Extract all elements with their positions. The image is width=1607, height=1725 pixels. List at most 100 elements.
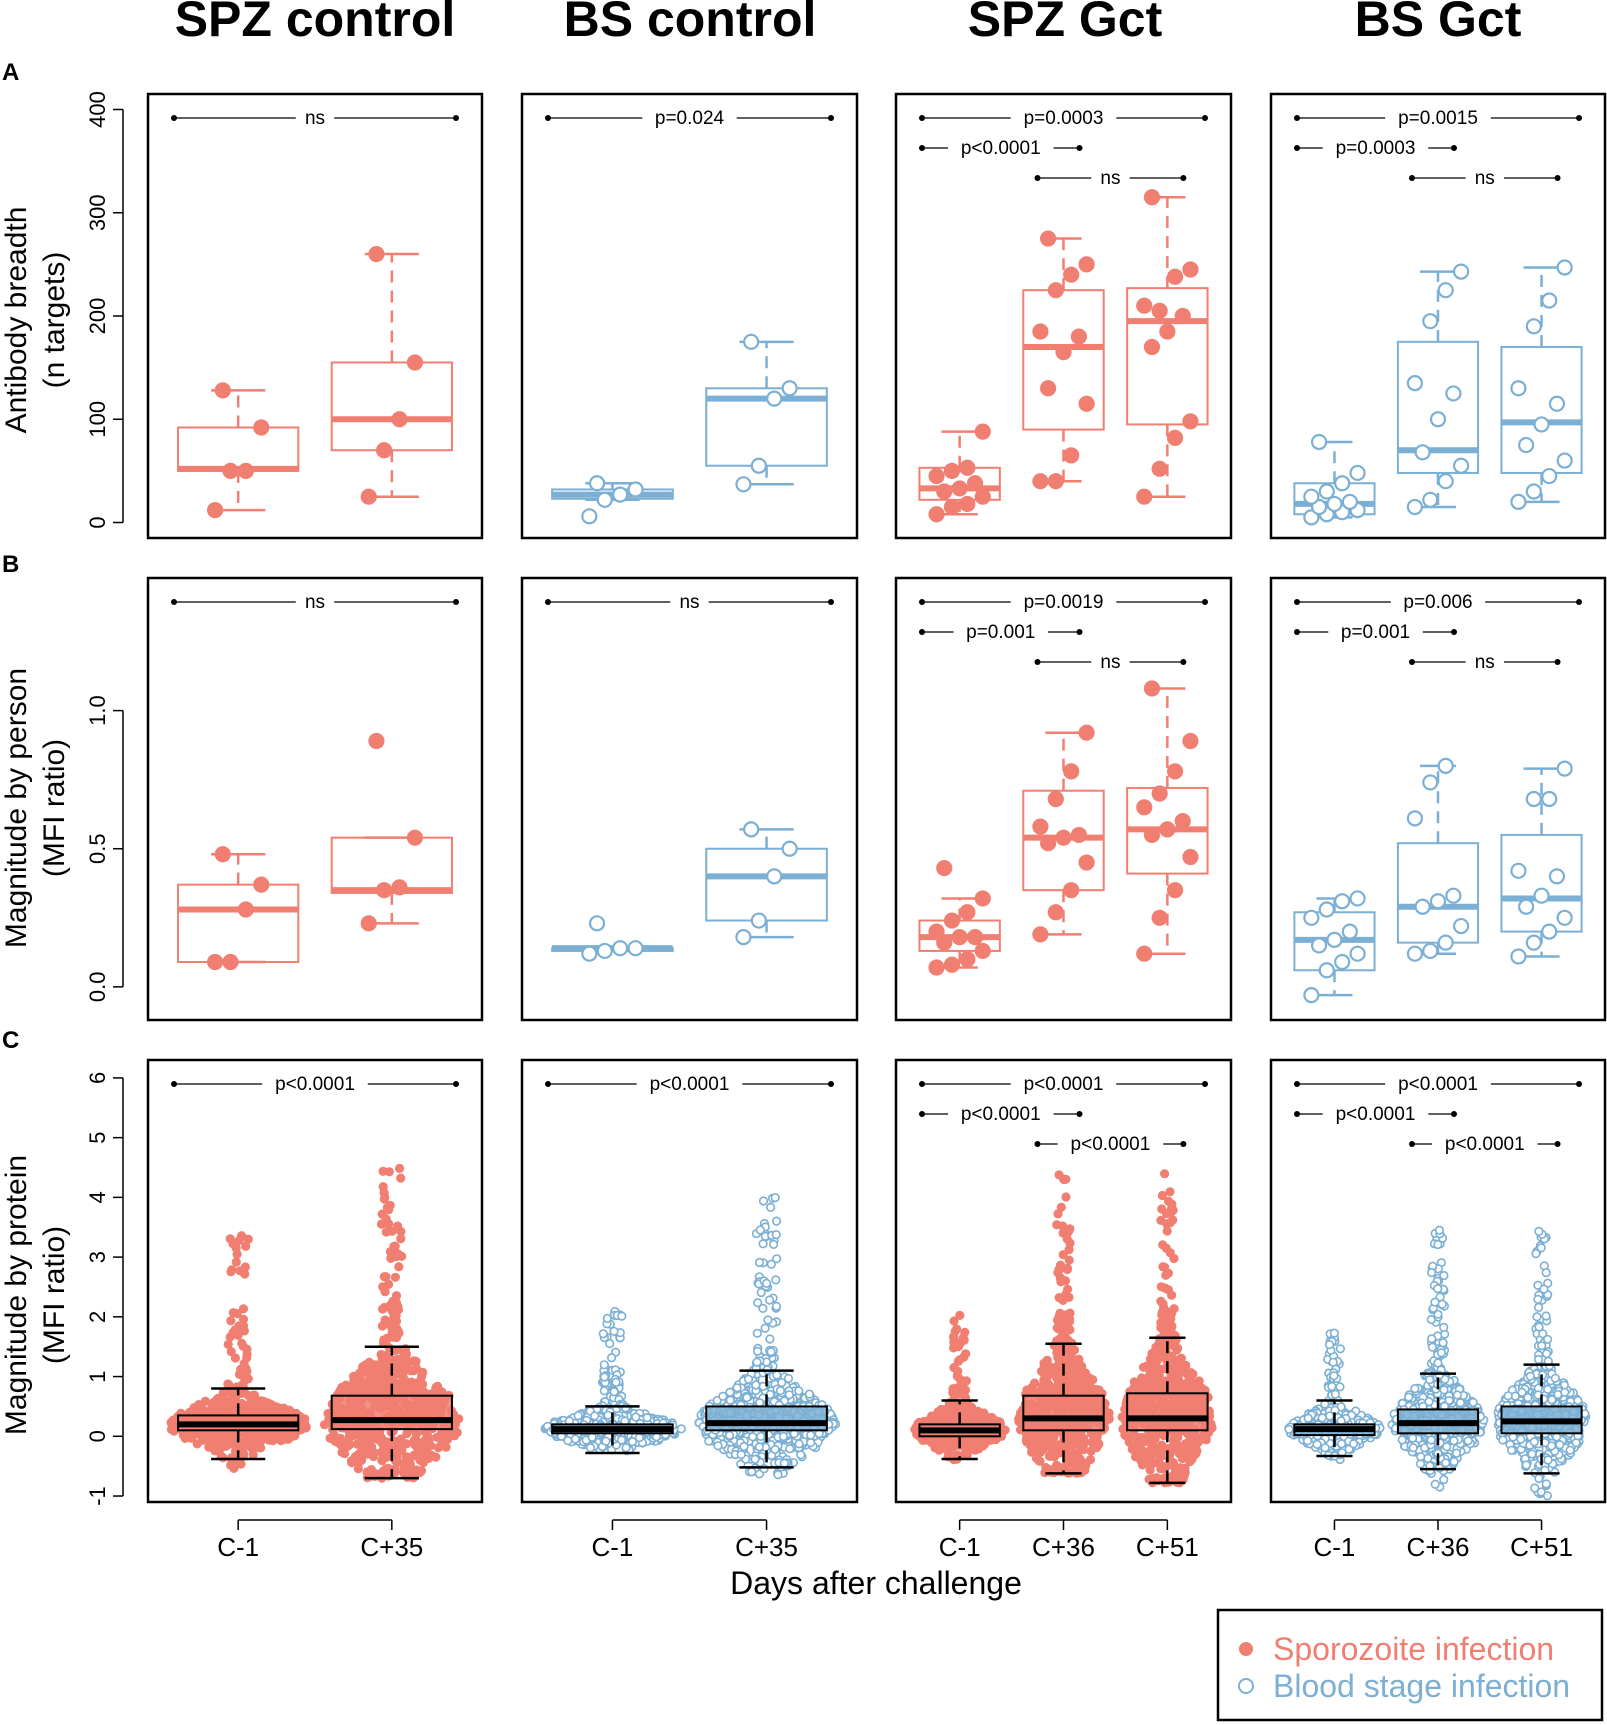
- data-point: [750, 912, 767, 929]
- comparison-label: p=0.006: [1403, 592, 1472, 613]
- data-point: [387, 1226, 397, 1236]
- data-point: [1169, 1253, 1179, 1264]
- data-point: [1062, 1263, 1072, 1273]
- comparison-label: p=0.0003: [1024, 108, 1104, 129]
- x-tick-label: C-1: [217, 1532, 259, 1562]
- data-point: [753, 1298, 763, 1308]
- facet-b-bs-control: ns: [520, 576, 859, 1022]
- data-point: [1422, 313, 1439, 330]
- data-point: [948, 1343, 959, 1353]
- data-point: [433, 1381, 443, 1391]
- data-point: [739, 1441, 749, 1452]
- data-point: [1051, 1362, 1061, 1372]
- comparison-end: [1554, 659, 1561, 665]
- data-point: [412, 1378, 423, 1388]
- data-point: [1556, 909, 1573, 926]
- data-point: [754, 1442, 764, 1452]
- data-point: [335, 1387, 345, 1397]
- box-c-1: [551, 475, 674, 525]
- data-point: [1151, 785, 1168, 802]
- data-point: [1510, 862, 1527, 879]
- data-point: [773, 1470, 783, 1480]
- data-point: [1157, 1317, 1167, 1327]
- data-point: [1063, 266, 1080, 283]
- x-tick-label: C-1: [939, 1532, 981, 1562]
- data-point: [426, 1450, 437, 1460]
- data-point: [1349, 945, 1366, 962]
- data-point: [1034, 1456, 1044, 1466]
- comparison-label: ns: [1100, 652, 1120, 673]
- data-point: [755, 1225, 765, 1235]
- x-axis: C-1 C+36 C+51: [939, 1519, 1199, 1562]
- data-point: [1156, 1443, 1167, 1453]
- data-point: [1144, 1360, 1154, 1370]
- data-point: [928, 506, 945, 523]
- data-point: [354, 1450, 364, 1461]
- data-point: [936, 859, 953, 877]
- data-point: [966, 929, 984, 946]
- y-tick-label: 1: [85, 1370, 110, 1382]
- data-point: [1439, 1322, 1449, 1332]
- data-point: [238, 1341, 248, 1351]
- y-label-line-2: (n targets): [38, 252, 71, 389]
- box-body: [1396, 340, 1480, 474]
- data-point: [240, 1262, 250, 1272]
- data-point: [781, 380, 798, 397]
- data-point: [621, 1443, 631, 1453]
- data-point: [1047, 282, 1064, 299]
- data-point: [1174, 812, 1191, 830]
- data-point: [1039, 1358, 1049, 1368]
- comparison-end: [171, 599, 177, 605]
- comparison-label: ns: [679, 592, 699, 613]
- data-point: [1172, 1374, 1182, 1384]
- data-point: [735, 476, 752, 493]
- data-point: [1136, 799, 1153, 816]
- data-point: [724, 1430, 735, 1440]
- data-point: [230, 1353, 240, 1363]
- data-point: [1173, 1433, 1183, 1443]
- data-point: [1136, 1383, 1146, 1393]
- data-point: [943, 956, 961, 973]
- data-point: [1324, 1411, 1335, 1421]
- data-point: [340, 1448, 350, 1459]
- comparisons: p=0.024: [545, 108, 834, 129]
- data-point: [319, 1420, 330, 1430]
- column-titles: SPZ control BS control SPZ Gct BS Gct: [175, 0, 1522, 47]
- data-point: [751, 1380, 761, 1390]
- panel-frame: [520, 92, 859, 540]
- data-point: [1039, 380, 1057, 397]
- data-point: [452, 1427, 462, 1438]
- data-point: [369, 1372, 379, 1382]
- data-point: [1182, 413, 1199, 430]
- data-point: [770, 1192, 780, 1203]
- box-body: [705, 1405, 828, 1432]
- data-point: [603, 1410, 613, 1420]
- data-point: [1185, 1452, 1195, 1463]
- data-point: [1437, 282, 1454, 299]
- data-point: [936, 934, 953, 951]
- data-point: [1046, 1429, 1056, 1440]
- data-point: [966, 475, 984, 492]
- data-point: [237, 1366, 247, 1377]
- data-point: [1318, 483, 1335, 500]
- data-point: [1445, 385, 1462, 402]
- data-point: [401, 1452, 412, 1462]
- data-point: [1127, 1444, 1137, 1454]
- data-point: [1078, 724, 1095, 741]
- data-point: [1166, 882, 1184, 899]
- x-tick-label: C+36: [1032, 1532, 1095, 1562]
- comparison-end: [453, 1081, 459, 1087]
- data-point: [590, 1411, 600, 1421]
- data-point: [1055, 829, 1072, 846]
- data-point: [391, 1379, 401, 1390]
- data-point: [785, 1444, 795, 1454]
- data-point: [742, 1392, 752, 1403]
- data-point: [389, 1313, 399, 1323]
- data-point: [804, 1389, 815, 1399]
- data-point: [1145, 1451, 1156, 1462]
- data-point: [1163, 1285, 1173, 1295]
- data-point: [598, 1329, 608, 1339]
- x-tick-label: C+51: [1136, 1532, 1199, 1562]
